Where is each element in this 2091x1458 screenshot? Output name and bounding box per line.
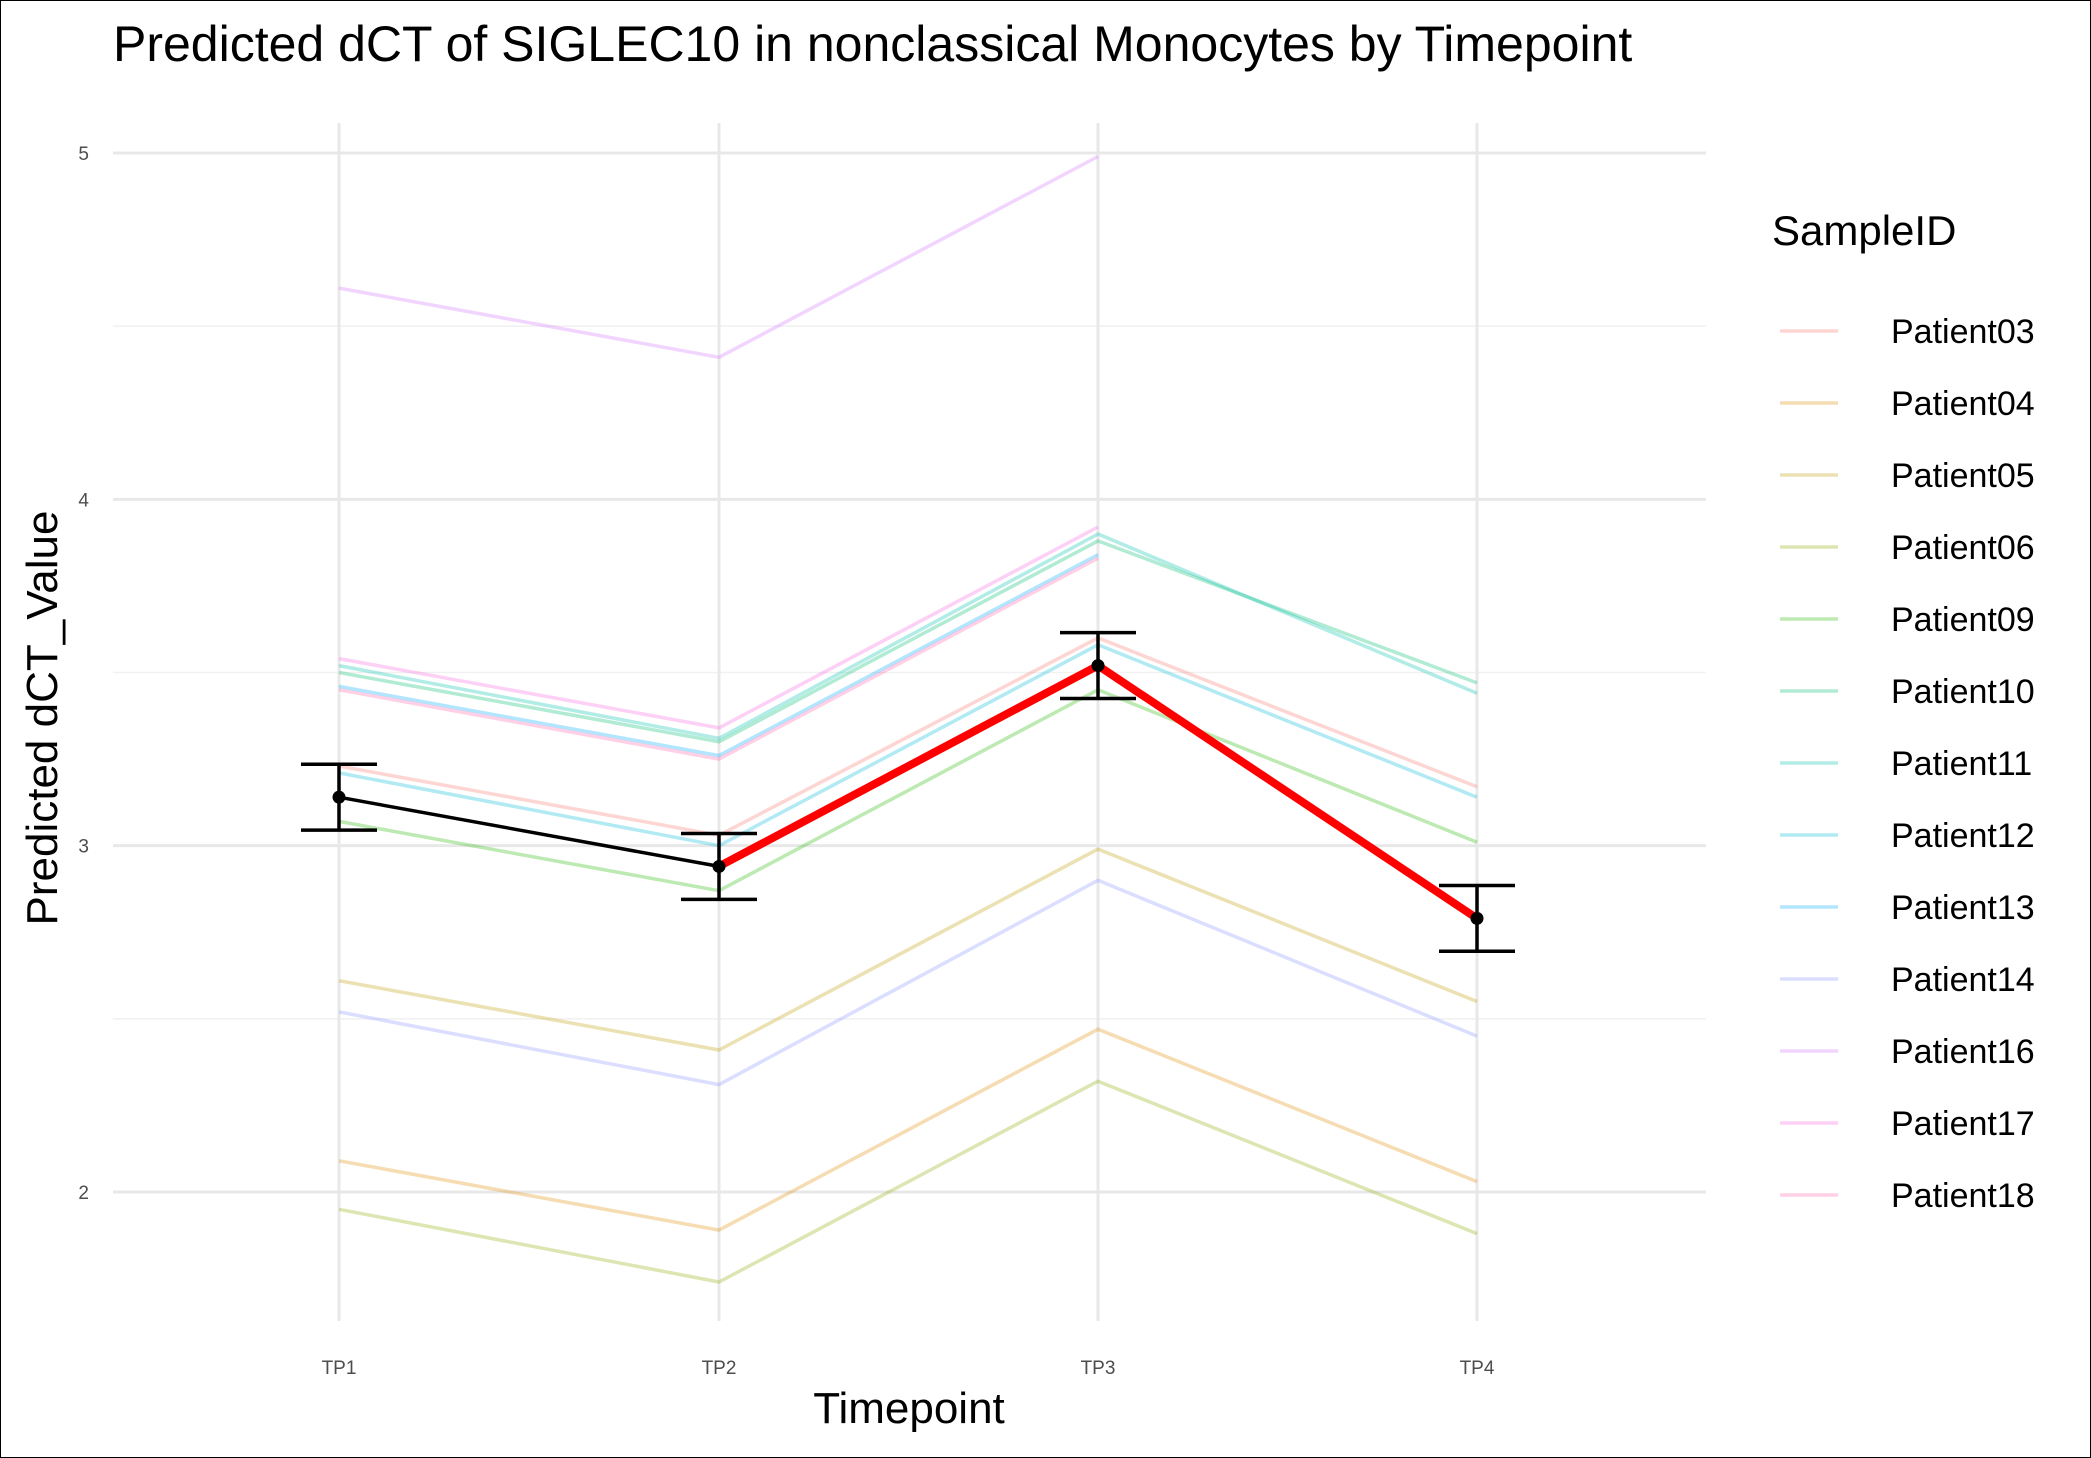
series-line-patient18 bbox=[338, 556, 1099, 761]
legend-label-patient03: Patient03 bbox=[1891, 313, 2035, 351]
legend-label-patient10: Patient10 bbox=[1891, 673, 2035, 711]
legend-label-patient11: Patient11 bbox=[1891, 745, 2032, 783]
legend-label-patient14: Patient14 bbox=[1891, 961, 2035, 999]
series-line-patient06 bbox=[338, 1079, 1478, 1284]
series-lines bbox=[338, 154, 1478, 1284]
series-line-patient17 bbox=[338, 525, 1099, 730]
series-line-patient16 bbox=[338, 154, 1099, 360]
mean-point bbox=[332, 790, 346, 804]
series-line-patient03 bbox=[338, 636, 1478, 838]
series-line-patient09 bbox=[338, 688, 1478, 893]
y-axis-title: Predicted dCT_Value bbox=[18, 511, 67, 926]
mean-point bbox=[1470, 911, 1484, 925]
y-tick-label: 4 bbox=[78, 490, 89, 511]
legend-label-patient17: Patient17 bbox=[1891, 1105, 2035, 1143]
x-tick-label: TP2 bbox=[702, 1358, 737, 1379]
mean-point bbox=[712, 859, 726, 873]
y-tick-label: 3 bbox=[78, 837, 89, 858]
legend-label-patient06: Patient06 bbox=[1891, 529, 2035, 567]
series-line-patient13 bbox=[338, 553, 1099, 758]
series-line-patient12 bbox=[338, 643, 1478, 848]
x-tick-label: TP1 bbox=[322, 1358, 357, 1379]
legend-label-patient16: Patient16 bbox=[1891, 1033, 2035, 1071]
series-line-patient11 bbox=[338, 532, 1478, 741]
series-line-patient04 bbox=[338, 1027, 1478, 1232]
legend-label-patient13: Patient13 bbox=[1891, 889, 2035, 927]
legend-label-patient18: Patient18 bbox=[1891, 1177, 2035, 1215]
x-tick-label: TP3 bbox=[1081, 1358, 1116, 1379]
legend-label-patient09: Patient09 bbox=[1891, 601, 2035, 639]
mean-line bbox=[301, 630, 1515, 954]
x-axis-title: Timepoint bbox=[813, 1384, 1005, 1433]
legend-label-patient05: Patient05 bbox=[1891, 457, 2035, 495]
x-tick-label: TP4 bbox=[1460, 1358, 1495, 1379]
chart-title: Predicted dCT of SIGLEC10 in nonclassica… bbox=[113, 16, 1632, 72]
legend-label-patient12: Patient12 bbox=[1891, 817, 2035, 855]
mean-line-base bbox=[338, 795, 720, 869]
y-tick-label: 5 bbox=[78, 144, 89, 165]
series-line-patient14 bbox=[338, 878, 1478, 1087]
x-tick-labels: TP1 TP2 TP3 TP4 bbox=[322, 1358, 1495, 1379]
legend: Patient03 Patient04 Patient05 Patient06 Pati… bbox=[1780, 313, 2035, 1215]
y-tick-label: 2 bbox=[78, 1183, 89, 1204]
series-line-patient05 bbox=[338, 847, 1478, 1052]
legend-label-patient04: Patient04 bbox=[1891, 385, 2035, 423]
legend-title: SampleID bbox=[1772, 207, 1956, 254]
series-line-patient10 bbox=[338, 539, 1478, 744]
mean-point bbox=[1091, 659, 1105, 673]
grid bbox=[113, 123, 1706, 1321]
y-tick-labels: 2 3 4 5 bbox=[78, 144, 89, 1204]
